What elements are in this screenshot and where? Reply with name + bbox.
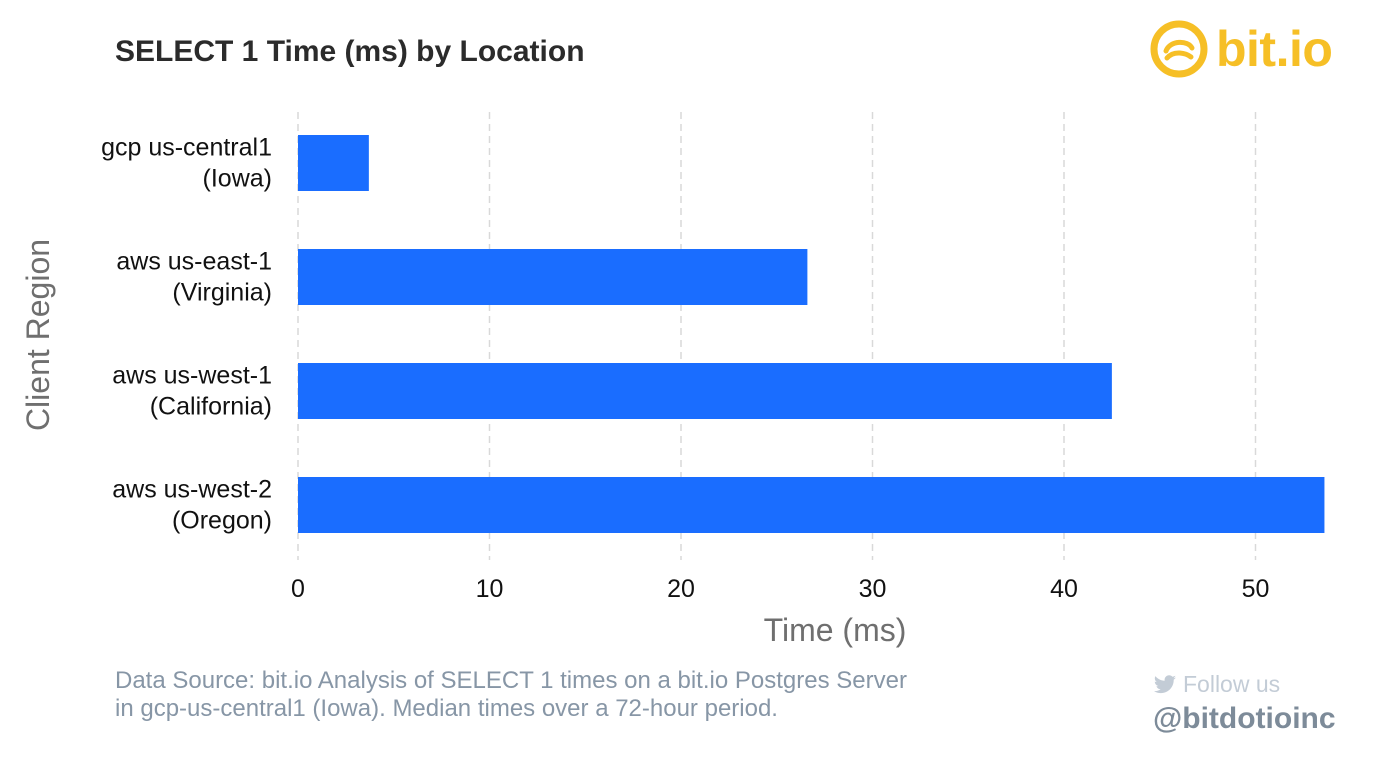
twitter-bird-icon xyxy=(1154,674,1176,693)
y-category-label: aws us-east-1 xyxy=(116,248,272,276)
x-tick-label: 50 xyxy=(1242,575,1270,603)
y-category-label: (Virginia) xyxy=(172,279,272,307)
bar xyxy=(298,135,369,191)
x-axis-title: Time (ms) xyxy=(764,612,907,648)
x-tick-label: 20 xyxy=(667,575,695,603)
brand-name: bit.io xyxy=(1216,21,1333,77)
brand-logo: bit.io xyxy=(1150,20,1333,78)
bar xyxy=(298,477,1325,533)
y-category-label: (Oregon) xyxy=(172,507,272,535)
x-tick-label: 30 xyxy=(859,575,887,603)
data-source-note: Data Source: bit.io Analysis of SELECT 1… xyxy=(115,667,995,723)
y-axis-title: Client Region xyxy=(20,239,56,431)
x-tick-label: 10 xyxy=(476,575,504,603)
x-tick-label: 40 xyxy=(1050,575,1078,603)
x-tick-labels: 0 10 20 30 40 50 xyxy=(291,575,1269,603)
y-category-label: (Iowa) xyxy=(203,165,272,193)
source-line-1: Data Source: bit.io Analysis of SELECT 1… xyxy=(115,667,907,694)
follow-us[interactable]: Follow us xyxy=(1153,671,1280,698)
y-category-labels: gcp us-central1 (Iowa) aws us-east-1 (Virgi… xyxy=(101,134,272,535)
chart-title: SELECT 1 Time (ms) by Location xyxy=(115,35,585,68)
bar xyxy=(298,363,1112,419)
bitio-swirl-icon xyxy=(1150,20,1208,78)
y-category-label: aws us-west-1 xyxy=(112,362,272,390)
source-line-2: in gcp-us-central1 (Iowa). Median times … xyxy=(115,695,778,722)
y-category-label: (California) xyxy=(150,393,272,421)
bar xyxy=(298,249,808,305)
y-category-label: gcp us-central1 xyxy=(101,134,272,162)
social-handle[interactable]: @bitdotioinc xyxy=(1153,702,1336,735)
y-category-label: aws us-west-2 xyxy=(112,476,272,504)
x-tick-label: 0 xyxy=(291,575,305,603)
bars xyxy=(298,135,1325,533)
follow-label: Follow us xyxy=(1183,671,1281,697)
